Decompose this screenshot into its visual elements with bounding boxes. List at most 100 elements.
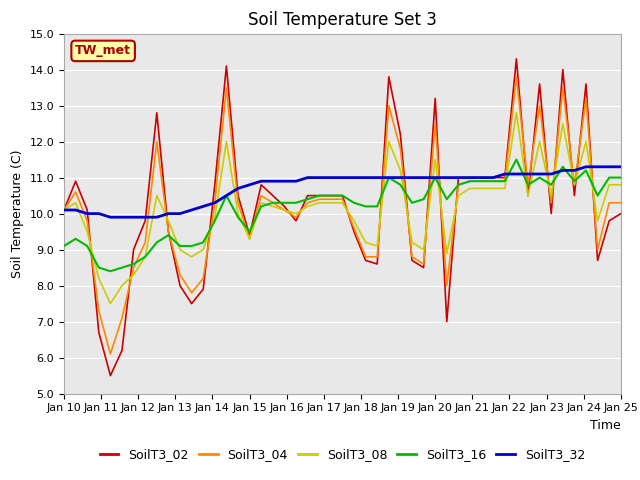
SoilT3_02: [431, 96, 439, 101]
SoilT3_16: [385, 175, 392, 180]
SoilT3_02: [420, 264, 428, 270]
SoilT3_08: [594, 218, 602, 224]
SoilT3_02: [339, 192, 346, 199]
SoilT3_02: [200, 286, 207, 292]
SoilT3_02: [95, 329, 102, 335]
SoilT3_08: [408, 240, 416, 245]
SoilT3_04: [223, 84, 230, 90]
SoilT3_02: [83, 207, 91, 213]
SoilT3_04: [547, 200, 555, 205]
SoilT3_08: [617, 182, 625, 188]
SoilT3_02: [327, 192, 335, 199]
SoilT3_02: [582, 81, 590, 87]
SoilT3_16: [362, 204, 369, 209]
SoilT3_02: [316, 192, 323, 199]
SoilT3_32: [211, 200, 219, 205]
SoilT3_08: [292, 211, 300, 216]
SoilT3_16: [257, 204, 265, 209]
SoilT3_16: [153, 240, 161, 245]
SoilT3_16: [477, 178, 485, 184]
SoilT3_02: [153, 110, 161, 116]
SoilT3_08: [106, 300, 115, 306]
SoilT3_04: [269, 200, 276, 205]
SoilT3_32: [234, 185, 242, 191]
SoilT3_04: [362, 254, 369, 260]
SoilT3_08: [223, 139, 230, 144]
SoilT3_02: [280, 204, 288, 209]
SoilT3_32: [547, 171, 555, 177]
SoilT3_02: [130, 247, 138, 252]
SoilT3_16: [327, 192, 335, 199]
SoilT3_32: [200, 204, 207, 209]
Line: SoilT3_08: SoilT3_08: [64, 113, 621, 303]
Line: SoilT3_02: SoilT3_02: [64, 59, 621, 375]
SoilT3_16: [269, 200, 276, 205]
SoilT3_04: [176, 272, 184, 277]
SoilT3_08: [373, 243, 381, 249]
SoilT3_04: [188, 290, 195, 296]
SoilT3_16: [280, 200, 288, 205]
SoilT3_32: [223, 192, 230, 199]
SoilT3_32: [594, 164, 602, 169]
SoilT3_08: [234, 211, 242, 216]
SoilT3_16: [95, 264, 102, 270]
SoilT3_04: [257, 192, 265, 199]
SoilT3_08: [582, 139, 590, 144]
SoilT3_04: [420, 261, 428, 267]
SoilT3_08: [327, 200, 335, 205]
SoilT3_04: [513, 74, 520, 80]
SoilT3_08: [477, 185, 485, 191]
SoilT3_16: [200, 240, 207, 245]
SoilT3_04: [153, 139, 161, 144]
SoilT3_32: [582, 164, 590, 169]
SoilT3_32: [118, 214, 126, 220]
SoilT3_04: [327, 196, 335, 202]
SoilT3_02: [223, 63, 230, 69]
SoilT3_08: [547, 192, 555, 199]
SoilT3_16: [524, 182, 532, 188]
SoilT3_16: [571, 178, 579, 184]
SoilT3_04: [524, 182, 532, 188]
SoilT3_04: [431, 120, 439, 126]
SoilT3_32: [617, 164, 625, 169]
SoilT3_16: [292, 200, 300, 205]
SoilT3_16: [408, 200, 416, 205]
SoilT3_08: [164, 218, 172, 224]
SoilT3_16: [617, 175, 625, 180]
SoilT3_04: [200, 276, 207, 281]
SoilT3_08: [605, 182, 613, 188]
SoilT3_08: [339, 200, 346, 205]
SoilT3_08: [153, 192, 161, 199]
SoilT3_16: [420, 196, 428, 202]
SoilT3_08: [501, 185, 509, 191]
SoilT3_16: [547, 182, 555, 188]
SoilT3_08: [559, 120, 566, 126]
SoilT3_02: [397, 132, 404, 137]
SoilT3_02: [617, 211, 625, 216]
SoilT3_04: [443, 283, 451, 288]
SoilT3_32: [397, 175, 404, 180]
SoilT3_16: [397, 182, 404, 188]
SoilT3_04: [571, 182, 579, 188]
SoilT3_16: [60, 243, 68, 249]
SoilT3_04: [559, 84, 566, 90]
SoilT3_02: [269, 192, 276, 199]
SoilT3_32: [269, 178, 276, 184]
SoilT3_08: [200, 247, 207, 252]
SoilT3_02: [350, 228, 358, 234]
SoilT3_16: [594, 192, 602, 199]
SoilT3_08: [571, 182, 579, 188]
SoilT3_04: [490, 178, 497, 184]
SoilT3_32: [350, 175, 358, 180]
SoilT3_08: [246, 236, 253, 241]
SoilT3_32: [316, 175, 323, 180]
SoilT3_16: [176, 243, 184, 249]
SoilT3_02: [373, 261, 381, 267]
SoilT3_16: [304, 196, 312, 202]
SoilT3_02: [188, 300, 195, 306]
SoilT3_16: [118, 264, 126, 270]
SoilT3_02: [211, 182, 219, 188]
SoilT3_02: [176, 283, 184, 288]
SoilT3_02: [304, 192, 312, 199]
SoilT3_32: [164, 211, 172, 216]
